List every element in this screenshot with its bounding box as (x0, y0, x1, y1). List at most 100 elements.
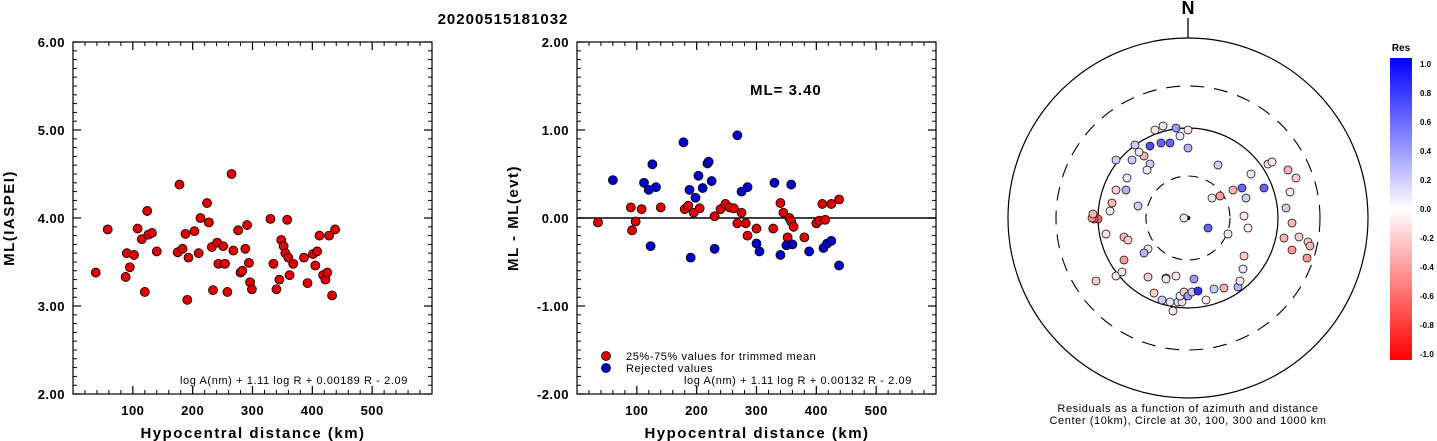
data-point (193, 248, 204, 259)
station-marker (1259, 183, 1269, 193)
data-point (120, 272, 131, 282)
rejected-point (645, 241, 656, 252)
ytick-label: 6.00 (38, 35, 65, 50)
data-point (322, 267, 333, 278)
figure-title: 20200515181032 (438, 11, 569, 28)
trimmed-point (826, 199, 837, 209)
station-marker (1305, 241, 1315, 251)
panel2-formula: log A(nm) + 1.11 log R + 0.00132 R - 2.0… (684, 375, 912, 387)
colorbar-tick-label: -0.2 (1420, 234, 1434, 243)
data-point (180, 228, 191, 239)
station-marker (1158, 121, 1168, 131)
station-marker (1209, 284, 1219, 294)
data-point (189, 226, 200, 237)
rejected-point (706, 176, 717, 186)
xtick-label: 500 (865, 403, 888, 418)
colorbar-tick-label: -1.0 (1420, 350, 1434, 359)
rejected-point (804, 246, 815, 257)
colorbar-tick-label: 0.2 (1420, 176, 1432, 185)
data-point (271, 284, 282, 295)
trimmed-point (799, 232, 810, 243)
north-label: N (1182, 0, 1195, 18)
station-marker (1101, 229, 1111, 239)
trimmed-point (742, 230, 753, 241)
station-marker (1201, 295, 1211, 305)
trimmed-point (740, 218, 751, 229)
data-point (139, 287, 150, 297)
station-marker (1175, 131, 1185, 141)
data-point (237, 265, 248, 276)
trimmed-point (683, 200, 694, 211)
data-point (203, 217, 214, 228)
station-marker (1142, 165, 1152, 175)
ytick-label: 4.00 (38, 211, 65, 226)
rejected-point (787, 239, 798, 250)
station-marker (1165, 138, 1175, 148)
station-marker (1235, 276, 1245, 286)
trimmed-point (751, 223, 762, 234)
data-point (247, 284, 257, 295)
ytick-label: 0.00 (542, 211, 569, 226)
trimmed-point (627, 225, 637, 236)
data-point (222, 287, 233, 297)
station-marker (1219, 283, 1229, 293)
data-point (174, 179, 185, 190)
panel2-xlabel: Hypocentral distance (km) (644, 425, 869, 441)
data-point (218, 241, 229, 252)
station-marker (1111, 185, 1121, 195)
panel2-ylabel: ML - ML(evt) (505, 165, 522, 271)
station-marker (1238, 264, 1248, 274)
rejected-point (639, 177, 649, 188)
rejected-point (834, 260, 844, 271)
station-marker (1294, 232, 1304, 242)
data-point (314, 230, 325, 241)
data-point (312, 246, 323, 257)
station-marker (1283, 165, 1293, 175)
panel1-ylabel: ML(IASPEI) (1, 170, 18, 266)
station-marker (1243, 223, 1253, 233)
trimmed-point (625, 202, 636, 213)
ring-30km (1145, 175, 1231, 261)
trimmed-point (768, 223, 779, 234)
trimmed-point (655, 202, 666, 213)
station-marker (1111, 271, 1121, 281)
station-marker (1171, 271, 1181, 281)
data-point (265, 213, 276, 224)
panel1-frame (72, 41, 433, 395)
panel1-xlabel: Hypocentral distance (km) (140, 425, 365, 441)
station-marker (1130, 140, 1140, 150)
station-marker (1145, 141, 1155, 151)
ytick-label: 2.00 (38, 387, 65, 402)
station-marker (1203, 223, 1213, 233)
colorbar-tick-label: 0.6 (1420, 118, 1432, 127)
rejected-point (693, 170, 704, 181)
rejected-point (775, 250, 786, 260)
trimmed-point (788, 221, 799, 232)
rejected-point (678, 137, 689, 148)
data-point (330, 224, 340, 235)
panel-azimuth-distance-polar: N Residuals as a function of azimuth and… (1007, 0, 1369, 427)
data-point (302, 278, 313, 289)
rejected-point (690, 192, 701, 203)
ytick-label: -1.00 (537, 299, 569, 314)
rejected-point (684, 184, 695, 195)
station-marker (1213, 160, 1223, 170)
colorbar-tick-label: -0.8 (1420, 321, 1434, 330)
colorbar-tick-label: 0.0 (1420, 205, 1432, 214)
station-marker (1183, 125, 1193, 135)
colorbar-tick-label: 0.4 (1420, 147, 1432, 156)
station-marker (1133, 201, 1143, 211)
trimmed-point (630, 216, 641, 227)
rejected-point (732, 130, 743, 141)
xtick-label: 200 (685, 403, 708, 418)
data-point (282, 214, 293, 225)
data-point (220, 258, 230, 269)
station-marker (1156, 138, 1166, 148)
station-marker (1228, 185, 1238, 195)
residual-colorbar: Res 1.0 0.8 0.6 0.4 0.2 0.0 -0.2 -0.4 -0.6 -0.8 -1… (1390, 43, 1434, 360)
trimmed-point (736, 207, 747, 218)
station-marker (1241, 193, 1251, 203)
trimmed-point (593, 217, 603, 228)
rejected-point (651, 182, 661, 193)
trimmed-point (709, 211, 720, 222)
